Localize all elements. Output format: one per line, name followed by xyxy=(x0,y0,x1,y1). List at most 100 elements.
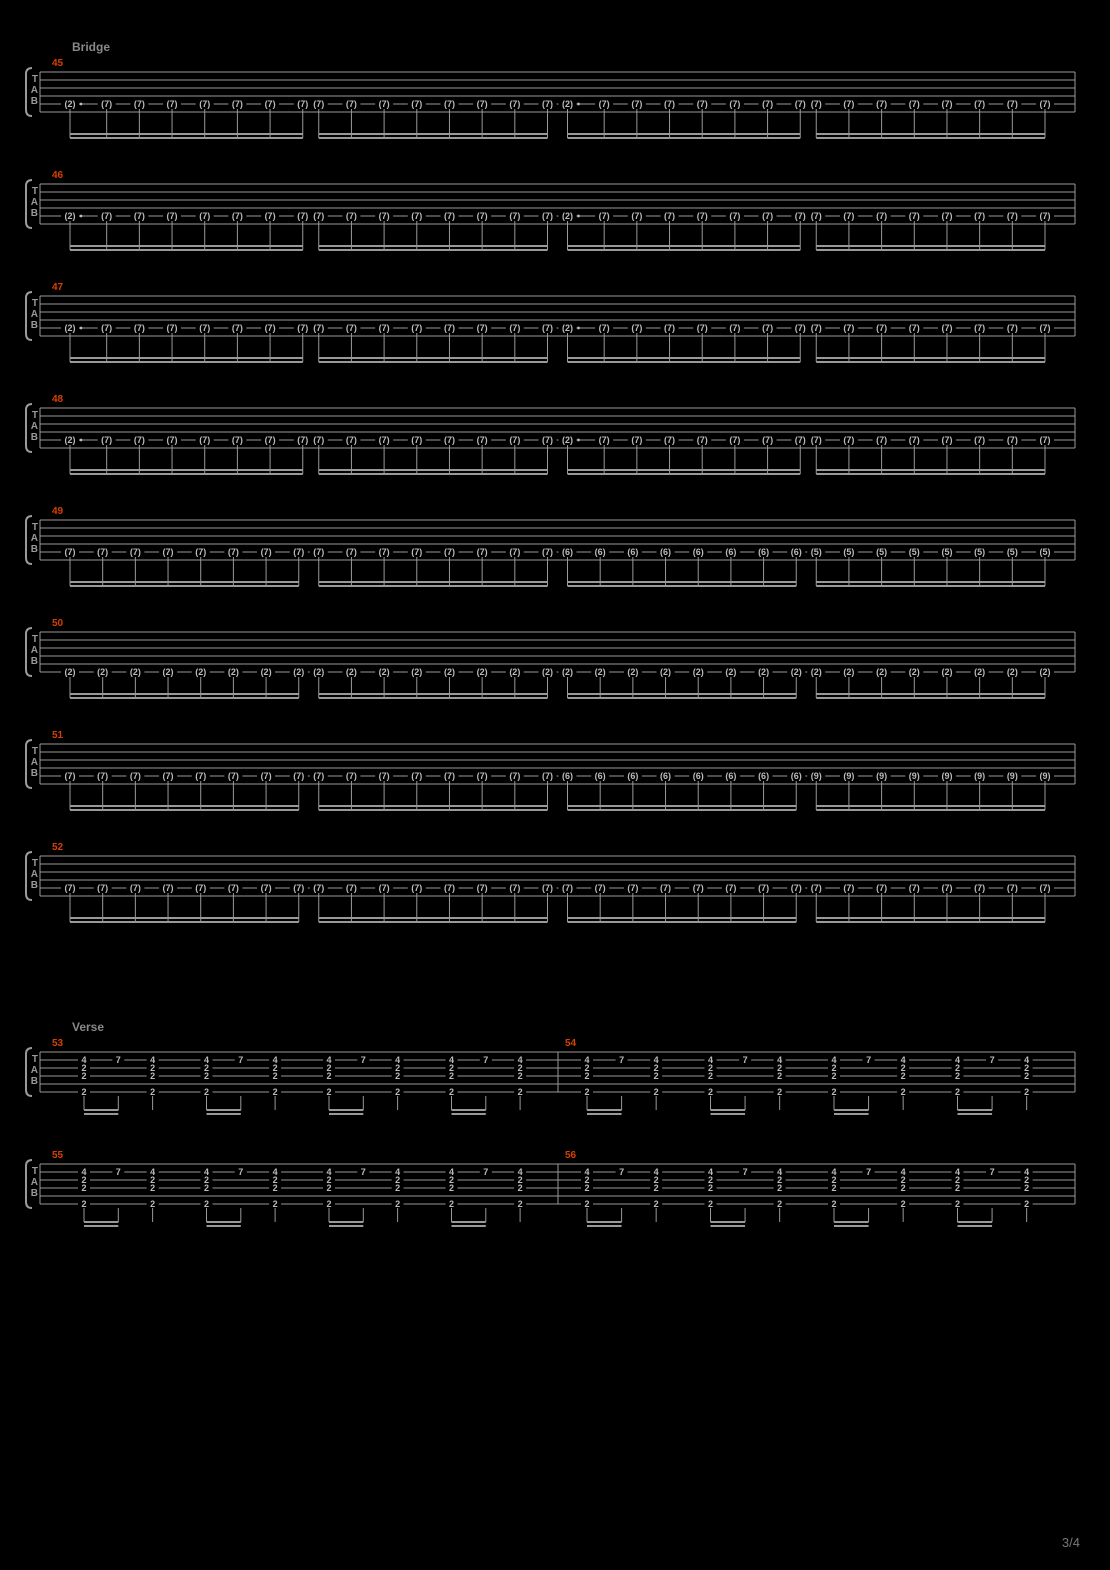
svg-text:(7): (7) xyxy=(811,883,822,893)
svg-text:(7): (7) xyxy=(228,547,239,557)
svg-text:(7): (7) xyxy=(843,883,854,893)
svg-text:(7): (7) xyxy=(876,323,887,333)
svg-text:(7): (7) xyxy=(411,771,422,781)
svg-text:(7): (7) xyxy=(346,771,357,781)
svg-text:(7): (7) xyxy=(758,883,769,893)
svg-text:(7): (7) xyxy=(811,435,822,445)
svg-text:(7): (7) xyxy=(542,771,553,781)
svg-text:(7): (7) xyxy=(195,883,206,893)
svg-text:(7): (7) xyxy=(477,323,488,333)
svg-text:(7): (7) xyxy=(941,883,952,893)
svg-text:(7): (7) xyxy=(297,211,308,221)
svg-text:(6): (6) xyxy=(758,771,769,781)
svg-text:(7): (7) xyxy=(346,547,357,557)
svg-text:(7): (7) xyxy=(664,323,675,333)
svg-text:(2): (2) xyxy=(595,667,606,677)
svg-text:(7): (7) xyxy=(411,547,422,557)
svg-text:2: 2 xyxy=(654,1183,659,1193)
svg-text:(7): (7) xyxy=(199,99,210,109)
svg-text:2: 2 xyxy=(654,1199,659,1209)
svg-text:2: 2 xyxy=(273,1183,278,1193)
svg-text:(2): (2) xyxy=(693,667,704,677)
svg-text:(9): (9) xyxy=(1040,771,1051,781)
svg-text:(2): (2) xyxy=(65,99,76,109)
svg-text:(7): (7) xyxy=(65,547,76,557)
svg-text:2: 2 xyxy=(831,1087,836,1097)
svg-text:2: 2 xyxy=(831,1183,836,1193)
svg-text:(7): (7) xyxy=(379,547,390,557)
svg-text:(7): (7) xyxy=(297,435,308,445)
svg-text:(2): (2) xyxy=(411,667,422,677)
svg-text:2: 2 xyxy=(449,1071,454,1081)
svg-text:(5): (5) xyxy=(1040,547,1051,557)
svg-text:(7): (7) xyxy=(265,435,276,445)
svg-text:(7): (7) xyxy=(795,435,806,445)
svg-text:2: 2 xyxy=(273,1199,278,1209)
svg-text:(2): (2) xyxy=(379,667,390,677)
svg-text:(2): (2) xyxy=(1040,667,1051,677)
svg-text:2: 2 xyxy=(1024,1087,1029,1097)
svg-text:A: A xyxy=(31,757,38,768)
svg-text:2: 2 xyxy=(395,1071,400,1081)
svg-text:(2): (2) xyxy=(444,667,455,677)
svg-text:(2): (2) xyxy=(293,667,304,677)
svg-text:B: B xyxy=(31,656,38,667)
svg-text:2: 2 xyxy=(449,1199,454,1209)
svg-text:2: 2 xyxy=(273,1087,278,1097)
svg-text:(7): (7) xyxy=(130,547,141,557)
svg-text:2: 2 xyxy=(708,1199,713,1209)
svg-text:2: 2 xyxy=(449,1087,454,1097)
svg-text:(2): (2) xyxy=(346,667,357,677)
svg-text:(7): (7) xyxy=(130,883,141,893)
svg-text:(7): (7) xyxy=(101,435,112,445)
svg-text:(7): (7) xyxy=(595,883,606,893)
svg-text:(7): (7) xyxy=(1007,99,1018,109)
svg-text:(7): (7) xyxy=(261,883,272,893)
svg-text:2: 2 xyxy=(395,1183,400,1193)
svg-text:2: 2 xyxy=(654,1071,659,1081)
svg-text:(2): (2) xyxy=(876,667,887,677)
svg-text:(7): (7) xyxy=(909,211,920,221)
svg-text:7: 7 xyxy=(116,1055,121,1065)
svg-text:(7): (7) xyxy=(876,883,887,893)
svg-text:2: 2 xyxy=(395,1087,400,1097)
svg-text:7: 7 xyxy=(361,1055,366,1065)
svg-text:B: B xyxy=(31,880,38,891)
svg-text:56: 56 xyxy=(565,1150,577,1161)
svg-text:46: 46 xyxy=(52,170,64,181)
svg-text:7: 7 xyxy=(238,1055,243,1065)
svg-text:2: 2 xyxy=(955,1199,960,1209)
svg-text:(7): (7) xyxy=(232,99,243,109)
svg-text:(7): (7) xyxy=(346,323,357,333)
svg-text:B: B xyxy=(31,320,38,331)
svg-text:(7): (7) xyxy=(941,435,952,445)
svg-text:(7): (7) xyxy=(313,211,324,221)
svg-text:(7): (7) xyxy=(444,211,455,221)
svg-text:T: T xyxy=(32,1166,38,1177)
svg-text:2: 2 xyxy=(81,1071,86,1081)
svg-text:(7): (7) xyxy=(876,99,887,109)
svg-text:(7): (7) xyxy=(1040,883,1051,893)
svg-text:(7): (7) xyxy=(313,771,324,781)
svg-text:(7): (7) xyxy=(199,211,210,221)
svg-text:(7): (7) xyxy=(411,883,422,893)
svg-text:(7): (7) xyxy=(444,435,455,445)
svg-text:(6): (6) xyxy=(725,547,736,557)
svg-text:7: 7 xyxy=(990,1167,995,1177)
svg-text:(6): (6) xyxy=(627,547,638,557)
svg-text:2: 2 xyxy=(584,1183,589,1193)
svg-text:(7): (7) xyxy=(542,435,553,445)
svg-text:7: 7 xyxy=(866,1167,871,1177)
svg-text:2: 2 xyxy=(955,1087,960,1097)
svg-text:(7): (7) xyxy=(379,883,390,893)
svg-text:2: 2 xyxy=(901,1199,906,1209)
svg-text:(2): (2) xyxy=(65,323,76,333)
svg-text:(7): (7) xyxy=(134,99,145,109)
svg-text:2: 2 xyxy=(1024,1183,1029,1193)
svg-text:(7): (7) xyxy=(1007,323,1018,333)
svg-text:(7): (7) xyxy=(599,211,610,221)
svg-text:(7): (7) xyxy=(542,547,553,557)
svg-text:(7): (7) xyxy=(509,99,520,109)
svg-text:2: 2 xyxy=(326,1199,331,1209)
svg-text:B: B xyxy=(31,208,38,219)
